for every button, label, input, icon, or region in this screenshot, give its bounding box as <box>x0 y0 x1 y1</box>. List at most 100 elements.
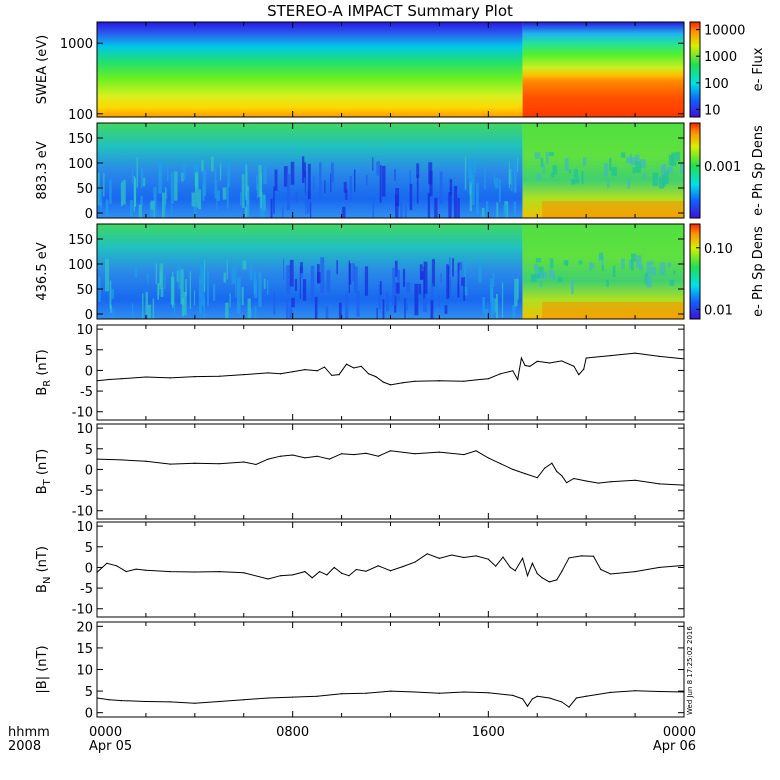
data-point <box>658 355 661 357</box>
spectrogram-streak <box>345 189 348 200</box>
spectrogram-streak <box>161 192 166 218</box>
spectrogram-streak <box>430 300 434 319</box>
spectrogram-streak <box>395 282 400 294</box>
spectrogram-streak <box>103 173 105 197</box>
spectrogram-streak <box>536 274 541 279</box>
spectrogram-streak <box>244 207 248 218</box>
spectrogram-streak <box>170 171 174 204</box>
spectrogram-streak <box>236 277 241 314</box>
spectrogram-streak <box>250 308 252 319</box>
spectrogram-streak <box>364 266 369 296</box>
data-point <box>365 570 367 572</box>
data-point <box>610 481 612 483</box>
spectrogram-streak <box>490 287 494 319</box>
data-point <box>345 363 348 365</box>
spectrogram-streak <box>316 264 320 284</box>
data-point <box>568 706 570 708</box>
spectrogram-streak <box>241 174 245 208</box>
panel-br <box>96 324 685 421</box>
data-point <box>463 453 465 456</box>
data-point <box>340 453 343 455</box>
spectrogram-streak <box>660 165 667 175</box>
spectrogram-streak <box>219 163 222 181</box>
data-point <box>338 373 340 376</box>
data-point <box>292 696 294 698</box>
spectrogram-streak <box>604 163 608 177</box>
y-tick-label: 10 <box>76 422 93 437</box>
panel-frame <box>96 324 685 421</box>
spectrogram-streak <box>226 183 229 209</box>
spectrogram-streak <box>235 260 237 298</box>
data-point <box>634 352 636 354</box>
spectrogram-streak <box>295 191 298 203</box>
spectrogram-streak <box>440 272 442 283</box>
spectrogram-streak <box>449 257 451 275</box>
data-point <box>365 692 367 694</box>
colorbar-swea <box>689 21 701 118</box>
spectrogram-streak <box>141 167 144 188</box>
spectrogram-streak <box>372 157 374 171</box>
series-line-bmag <box>96 690 685 708</box>
y-axis-label: BR (nT) <box>35 349 53 395</box>
data-point <box>108 378 110 381</box>
data-point <box>463 556 465 559</box>
spectrogram-streak <box>319 162 322 198</box>
spectrogram-streak <box>131 165 134 184</box>
spectrogram-streak <box>343 181 347 193</box>
spectrogram-streak <box>539 280 542 288</box>
time-tick-label: 0800 <box>276 725 309 740</box>
spectrogram-streak <box>99 186 103 209</box>
data-point <box>389 570 392 572</box>
spectrogram-streak <box>492 272 495 287</box>
data-point <box>658 690 661 693</box>
spectrogram-streak <box>676 151 681 162</box>
data-point <box>96 571 98 573</box>
spectrogram-streak <box>160 287 164 297</box>
spectrogram-streak <box>314 296 318 319</box>
spectrogram-streak <box>286 173 291 210</box>
data-point <box>304 369 306 371</box>
spectrogram-streak <box>289 259 294 287</box>
spectrogram-streak <box>571 280 574 295</box>
spectrogram-streak <box>394 260 398 277</box>
spectrogram-streak <box>673 270 676 275</box>
series-line-bt <box>96 450 685 486</box>
spectrogram-streak <box>263 278 266 289</box>
colorbar-tick-label: 0.10 <box>704 242 733 257</box>
spectrogram-streak <box>181 298 185 317</box>
y-axis-label: 436.5 eV <box>35 242 50 300</box>
spectrogram-streak <box>381 165 386 197</box>
spectrogram-streak <box>122 180 126 205</box>
data-point <box>340 572 343 574</box>
data-point <box>169 701 171 703</box>
spectrogram-streak <box>216 190 221 201</box>
spectrogram-streak <box>473 160 476 174</box>
spectrogram-streak <box>485 308 489 319</box>
data-point <box>318 570 321 573</box>
spectrogram-streak <box>214 168 217 199</box>
spectrogram-streak <box>535 268 538 279</box>
data-point <box>382 381 384 383</box>
spectrogram-pre-shock <box>97 224 523 319</box>
panel-swea <box>96 21 701 118</box>
data-point <box>610 691 612 693</box>
spectrogram-streak <box>601 256 604 269</box>
data-point <box>194 462 196 464</box>
spectrogram-streak <box>446 264 449 300</box>
spectrogram-streak <box>457 262 460 298</box>
spectrogram-streak <box>203 297 205 319</box>
data-point <box>634 479 636 481</box>
spectrogram-streak <box>464 258 467 292</box>
data-point <box>304 457 306 459</box>
spectrogram-streak <box>628 259 633 269</box>
spectrogram-streak <box>109 179 112 204</box>
data-point <box>658 483 661 485</box>
data-point <box>578 373 580 376</box>
spectrogram-streak <box>294 279 297 291</box>
spectrogram-streak <box>414 283 419 316</box>
data-point <box>267 372 269 374</box>
y-axis-label-unit: (nT) <box>35 449 50 479</box>
colorbar-tick-label: 10000 <box>704 24 745 39</box>
spectrogram-streak <box>428 162 433 185</box>
y-tick-label: 10 <box>76 323 93 338</box>
